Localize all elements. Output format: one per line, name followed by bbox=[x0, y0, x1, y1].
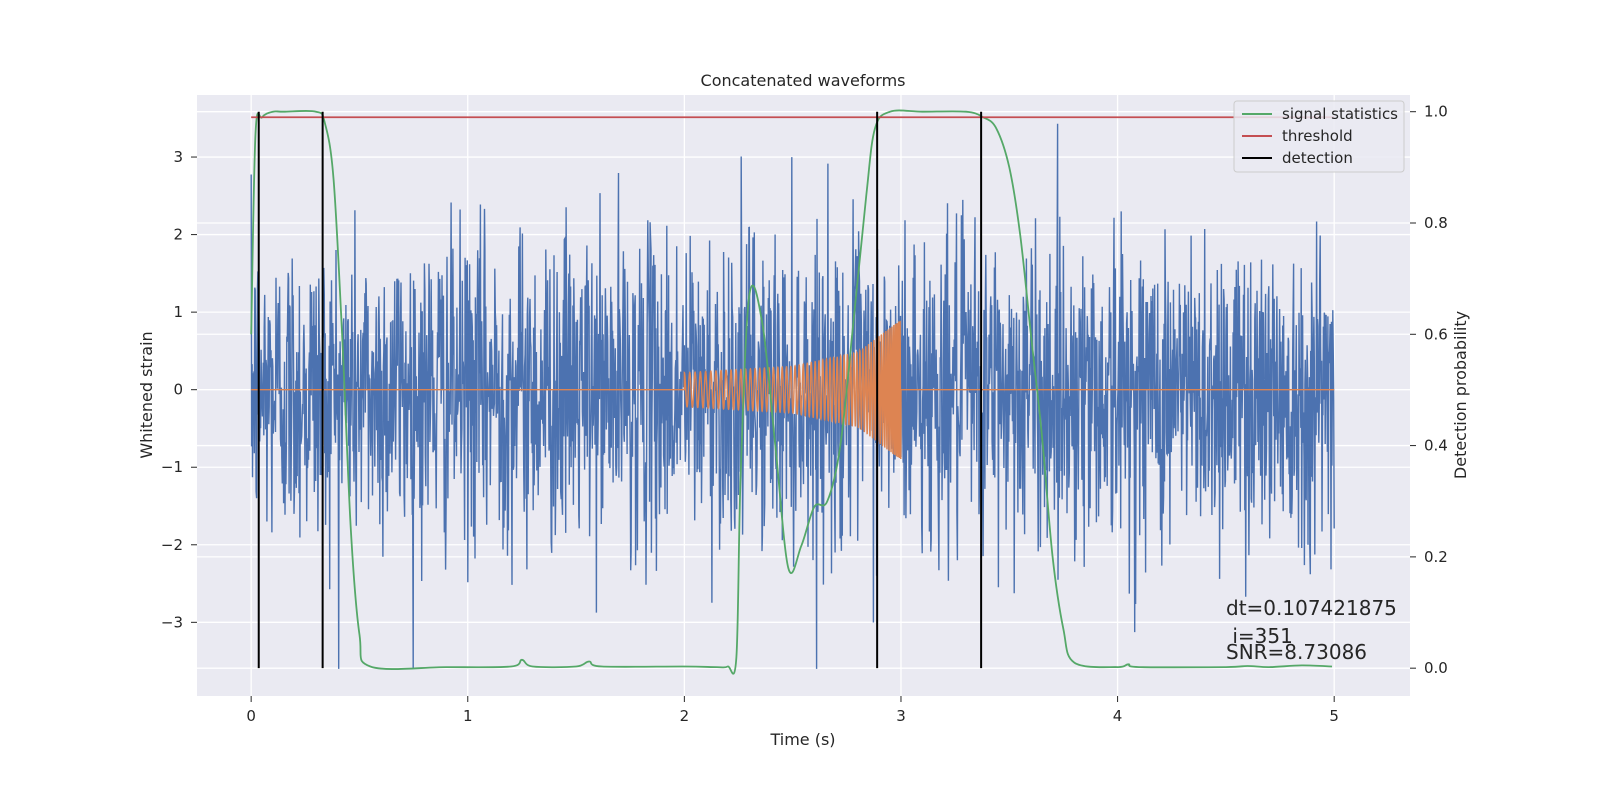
annotation-snr: SNR=8.73086 bbox=[1226, 640, 1367, 664]
x-tick-label: 2 bbox=[680, 707, 690, 725]
y-tick-label: 1 bbox=[173, 303, 183, 321]
detection-series bbox=[257, 111, 983, 669]
y-tick-label: 2 bbox=[173, 226, 183, 244]
y-tick-label: 3 bbox=[173, 148, 183, 166]
y-tick-label: −3 bbox=[161, 613, 183, 631]
y-right-tick-label: 0.0 bbox=[1424, 659, 1448, 677]
waveform-series bbox=[251, 320, 1335, 460]
y-right-tick-label: 0.2 bbox=[1424, 548, 1448, 566]
y-tick-label: 0 bbox=[173, 381, 183, 399]
x-tick-label: 5 bbox=[1329, 707, 1339, 725]
y-right-tick-label: 1.0 bbox=[1424, 103, 1448, 121]
legend: signal statistics threshold detection bbox=[1233, 100, 1405, 173]
y-tick-label: −2 bbox=[161, 536, 183, 554]
legend-box bbox=[1233, 100, 1405, 173]
x-tick-label: 1 bbox=[463, 707, 473, 725]
legend-label-threshold: threshold bbox=[1282, 127, 1353, 145]
statistics-line bbox=[250, 109, 1333, 675]
x-tick-label: 0 bbox=[246, 707, 256, 725]
noise-line bbox=[250, 123, 1335, 669]
axes: 0 1 2 3 4 5 −3 −2 −1 0 1 2 3 0.0 0.2 0.4 0.6 0.8 1.0 bbox=[161, 103, 1448, 725]
legend-label-detection: detection bbox=[1282, 149, 1353, 167]
annotation-index: i=351 bbox=[1226, 624, 1293, 648]
y-axis-label: Whitened strain bbox=[137, 331, 156, 458]
legend-label-statistics: signal statistics bbox=[1282, 105, 1398, 123]
x-axis-label: Time (s) bbox=[769, 730, 835, 749]
waveform-line bbox=[251, 320, 1335, 460]
y-right-tick-label: 0.4 bbox=[1424, 437, 1448, 455]
x-tick-label: 3 bbox=[896, 707, 906, 725]
y-right-axis-label: Detection probability bbox=[1451, 311, 1470, 479]
y-right-tick-label: 0.8 bbox=[1424, 214, 1448, 232]
chart-title: Concatenated waveforms bbox=[701, 71, 906, 90]
statistics-series bbox=[250, 109, 1333, 675]
noise-series bbox=[250, 123, 1335, 669]
y-tick-label: −1 bbox=[161, 458, 183, 476]
y-right-tick-label: 0.6 bbox=[1424, 325, 1448, 343]
annotation-dt: dt=0.107421875 bbox=[1226, 596, 1397, 620]
x-tick-label: 4 bbox=[1113, 707, 1123, 725]
